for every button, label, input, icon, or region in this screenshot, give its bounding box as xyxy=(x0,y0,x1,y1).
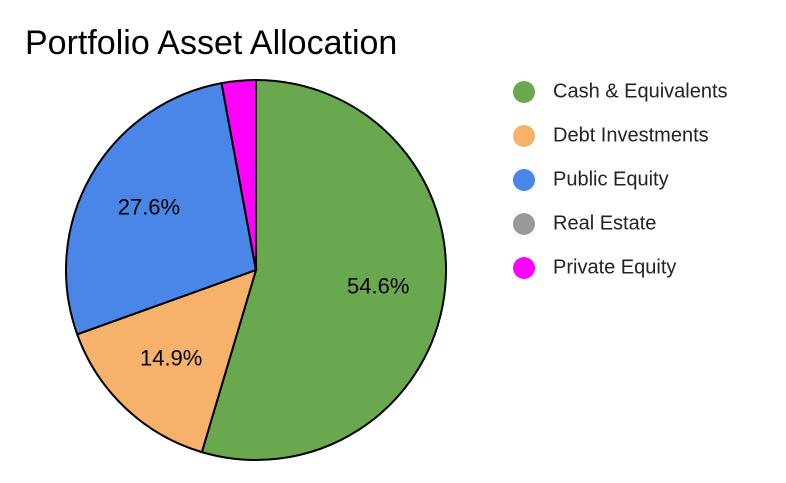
pie-slice xyxy=(75,268,258,454)
legend-label: Private Equity xyxy=(553,256,676,278)
slice-label: 27.6% xyxy=(118,194,180,219)
legend-label: Public Equity xyxy=(553,168,669,190)
legend-label: Debt Investments xyxy=(553,124,709,146)
legend-label: Cash & Equivalents xyxy=(553,80,728,102)
legend-swatch xyxy=(513,169,535,191)
legend-swatch xyxy=(513,257,535,279)
pie-slice xyxy=(65,81,258,336)
slice-label: 14.9% xyxy=(140,346,202,371)
pie-slice xyxy=(200,78,447,461)
slice-label: 54.6% xyxy=(347,274,409,299)
legend-swatch xyxy=(513,125,535,147)
chart-title: Portfolio Asset Allocation xyxy=(25,24,397,62)
legend-label: Real Estate xyxy=(553,212,656,234)
legend-swatch xyxy=(513,81,535,103)
pie-slice xyxy=(220,78,257,271)
legend-swatch xyxy=(513,213,535,235)
